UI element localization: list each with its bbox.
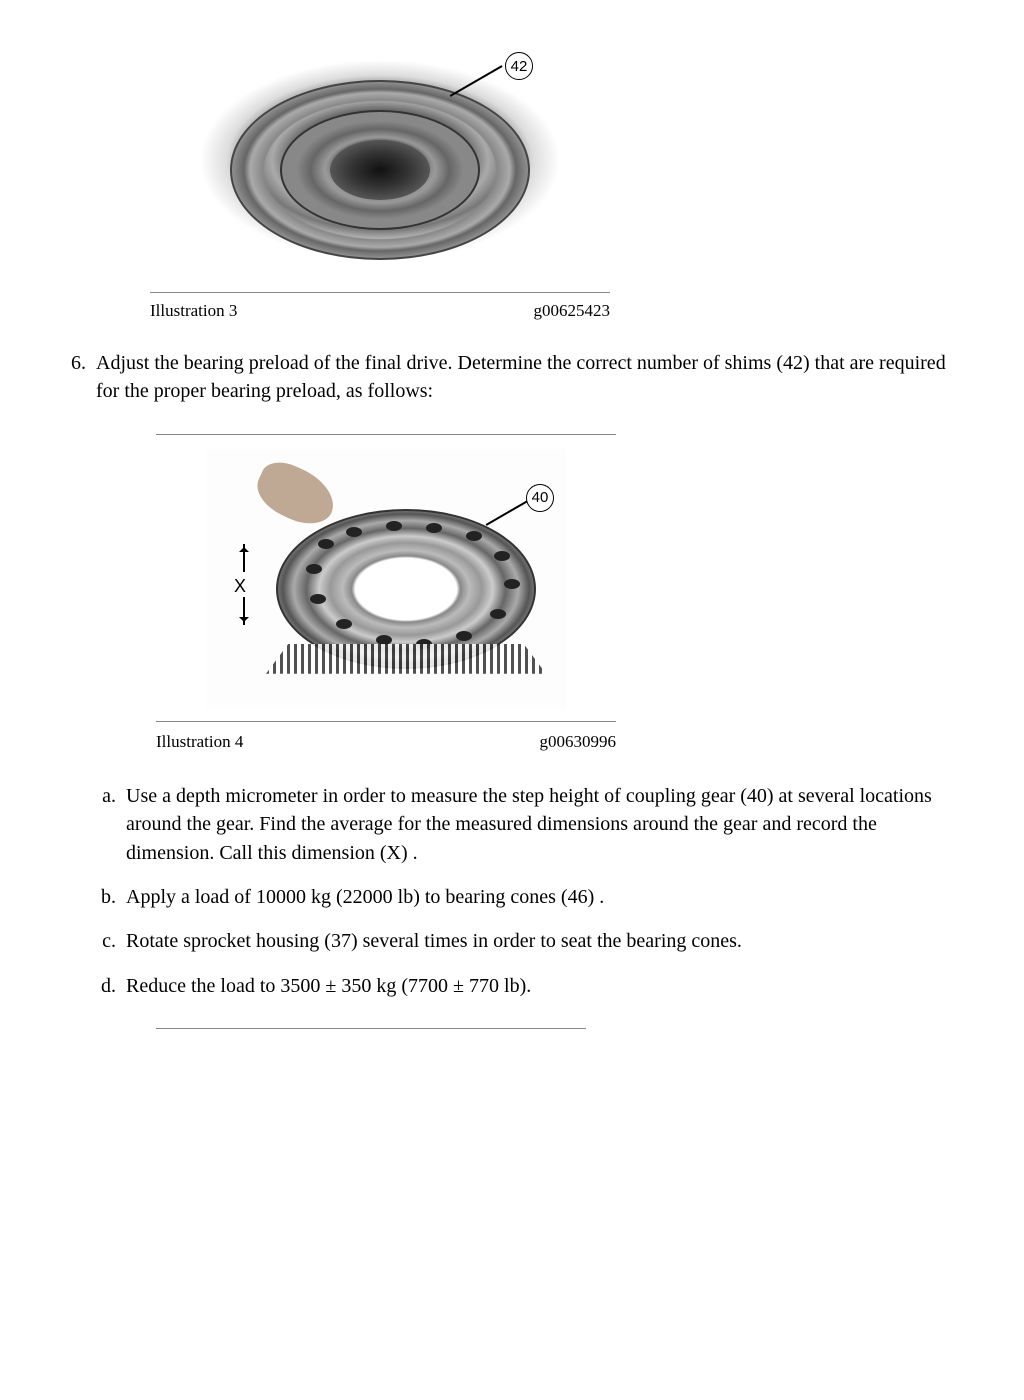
bolt-hole bbox=[426, 523, 442, 533]
bearing-inner-ring bbox=[330, 140, 430, 200]
bolt-hole bbox=[376, 635, 392, 645]
figure-rule-top-2 bbox=[156, 434, 616, 435]
substep-c-text: Rotate sprocket housing (37) several tim… bbox=[126, 927, 742, 955]
figure-illustration-3: 42 Illustration 3 g00625423 bbox=[150, 40, 610, 321]
substep-b-text: Apply a load of 10000 kg (22000 lb) to b… bbox=[126, 883, 604, 911]
step-6: 6. Adjust the bearing preload of the fin… bbox=[60, 349, 964, 1029]
x-arrow-up bbox=[243, 544, 245, 572]
illustration-4-id: g00630996 bbox=[540, 730, 617, 754]
bolt-hole bbox=[466, 531, 482, 541]
illustration-3-label: Illustration 3 bbox=[150, 301, 237, 321]
photo-coupling-gear: 40 X bbox=[206, 449, 566, 709]
caption-row-1: Illustration 3 g00625423 bbox=[150, 301, 610, 321]
substep-c: c. Rotate sprocket housing (37) several … bbox=[96, 927, 964, 955]
bolt-hole bbox=[490, 609, 506, 619]
substep-d: d. Reduce the load to 3500 ± 350 kg (770… bbox=[96, 972, 964, 1000]
bolt-hole bbox=[494, 551, 510, 561]
bolt-hole bbox=[504, 579, 520, 589]
bolt-hole bbox=[386, 521, 402, 531]
substep-a-text: Use a depth micrometer in order to measu… bbox=[126, 782, 964, 867]
substep-b-marker: b. bbox=[96, 883, 126, 911]
bolt-hole bbox=[336, 619, 352, 629]
callout-40-label: 40 bbox=[532, 487, 549, 508]
step-6-text: Adjust the bearing preload of the final … bbox=[96, 352, 946, 402]
substep-list: a. Use a depth micrometer in order to me… bbox=[96, 782, 964, 1000]
bolt-hole bbox=[456, 631, 472, 641]
x-dimension-label: X bbox=[234, 574, 246, 600]
bottom-rule bbox=[156, 1028, 586, 1029]
callout-42-label: 42 bbox=[511, 58, 528, 75]
bolt-hole bbox=[310, 594, 326, 604]
bolt-hole bbox=[306, 564, 322, 574]
substep-d-marker: d. bbox=[96, 972, 126, 1000]
illustration-4-label: Illustration 4 bbox=[156, 730, 243, 754]
callout-40: 40 bbox=[526, 484, 554, 512]
gear-teeth bbox=[266, 644, 546, 674]
photo-bearing-assembly: 42 bbox=[200, 40, 560, 280]
procedure-list: 6. Adjust the bearing preload of the fin… bbox=[60, 349, 964, 1029]
bearing-graphic: 42 bbox=[200, 40, 560, 280]
bolt-hole bbox=[346, 527, 362, 537]
bolt-hole bbox=[318, 539, 334, 549]
callout-42: 42 bbox=[505, 52, 533, 80]
step-6-body: Adjust the bearing preload of the final … bbox=[96, 349, 964, 1029]
figure-illustration-4: 40 X Illustration 4 g00630996 bbox=[156, 434, 616, 754]
caption-row-2: Illustration 4 g00630996 bbox=[156, 730, 616, 754]
substep-c-marker: c. bbox=[96, 927, 126, 955]
figure-rule bbox=[150, 292, 610, 293]
substep-b: b. Apply a load of 10000 kg (22000 lb) t… bbox=[96, 883, 964, 911]
callout-42-leader bbox=[450, 65, 503, 96]
step-6-number: 6. bbox=[60, 349, 96, 1029]
figure-rule-2 bbox=[156, 721, 616, 722]
substep-a-marker: a. bbox=[96, 782, 126, 867]
substep-a: a. Use a depth micrometer in order to me… bbox=[96, 782, 964, 867]
illustration-3-id: g00625423 bbox=[534, 301, 611, 321]
x-arrow-down bbox=[243, 597, 245, 625]
substep-d-text: Reduce the load to 3500 ± 350 kg (7700 ±… bbox=[126, 972, 531, 1000]
